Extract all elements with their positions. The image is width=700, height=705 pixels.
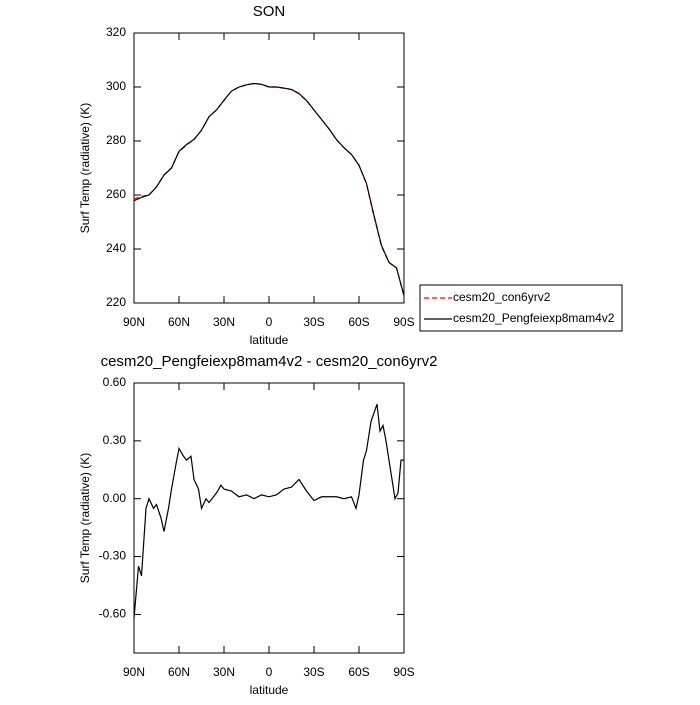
x-tick-label: 30S [303,315,324,329]
y-tick-label: 300 [106,79,126,93]
legend-label: cesm20_Pengfeiexp8mam4v2 [453,311,615,325]
x-tick-label: 60N [168,315,190,329]
y-tick-label: 0.30 [103,433,127,447]
legend-box [419,284,623,332]
plot-frame [133,382,405,654]
plot-frame [133,32,405,304]
y-tick-label: 280 [106,133,126,147]
x-tick-label: 60N [168,665,190,679]
y-axis-label: Surf Temp (radiative) (K) [78,103,92,233]
data-line [133,404,404,619]
x-tick-label: 60S [348,315,369,329]
y-tick-label: 260 [106,187,126,201]
x-axis-label: latitude [250,333,289,347]
y-axis-label: Surf Temp (radiative) (K) [78,453,92,583]
x-tick-label: 90S [393,665,414,679]
x-tick-label: 0 [266,665,273,679]
x-tick-label: 0 [266,315,273,329]
x-tick-label: 30S [303,665,324,679]
x-axis-label: latitude [250,683,289,697]
legend-label: cesm20_con6yrv2 [453,290,551,304]
y-tick-label: 220 [106,295,126,309]
chart-title: cesm20_Pengfeiexp8mam4v2 - cesm20_con6yr… [101,353,438,370]
x-tick-label: 90S [393,315,414,329]
y-tick-label: -0.30 [99,549,127,563]
x-tick-label: 30N [213,315,235,329]
y-tick-label: 0.00 [103,491,127,505]
data-line [133,82,405,296]
x-tick-label: 60S [348,665,369,679]
y-tick-label: 0.60 [103,375,127,389]
data-line [133,82,405,297]
chart-title: SON [253,3,286,20]
x-tick-label: 90N [123,665,145,679]
y-tick-label: 240 [106,241,126,255]
x-tick-label: 30N [213,665,235,679]
y-tick-label: 320 [106,25,126,39]
y-tick-label: -0.60 [99,607,127,621]
x-tick-label: 90N [123,315,145,329]
